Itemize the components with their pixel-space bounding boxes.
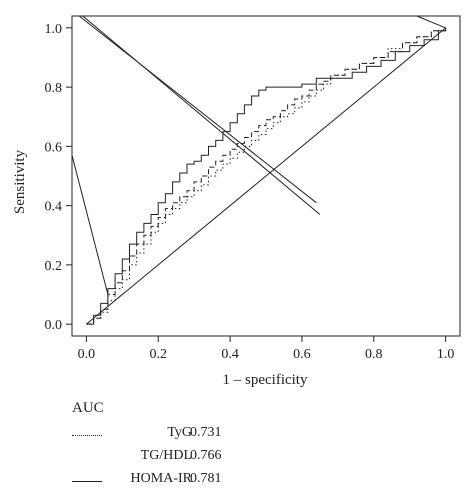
straight-line (71, 155, 109, 295)
legend-sample-homa-ir (72, 481, 102, 482)
straight-line (78, 15, 317, 204)
y-tick-label: 0.6 (45, 140, 63, 155)
legend-auc-tghdl: 0.766 (190, 448, 222, 463)
axes: 0.0 0.2 0.4 0.6 0.8 1.0 0.0 0.2 0.4 0.6 0.8 1.0 (45, 15, 461, 362)
series-lines (71, 15, 447, 325)
legend-auc-tyg: 0.731 (190, 425, 222, 440)
x-tick-label: 0.0 (78, 347, 96, 362)
y-tick-label: 0.2 (45, 259, 63, 274)
legend-auc-homa-ir: 0.781 (190, 471, 222, 486)
series-line-homa-ir (86, 27, 447, 325)
x-tick-label: 0.2 (149, 347, 167, 362)
straight-line (416, 15, 446, 29)
x-tick-label: 0.4 (221, 347, 239, 362)
roc-chart: 0.0 0.2 0.4 0.6 0.8 1.0 0.0 0.2 0.4 0.6 0.8 1.0 1 –… (12, 15, 461, 388)
y-tick-label: 0.0 (45, 318, 63, 333)
x-axis-title: 1 – specificity (223, 372, 308, 388)
legend-title: AUC (72, 400, 104, 416)
legend-name-tghdl: TG/HDL (140, 448, 192, 463)
legend-name-homa-ir: HOMA-IR (130, 471, 192, 486)
legend-item-tghdl: TG/HDL 0.766 (72, 448, 332, 468)
legend-name-tyg: TyG (167, 425, 192, 440)
x-tick-label: 1.0 (437, 347, 455, 362)
legend: AUC TyG 0.731 TG/HDL 0.766 HOMA-IR 0.781 (0, 390, 474, 501)
y-tick-label: 0.8 (45, 81, 63, 96)
reference-diagonal-line (86, 27, 446, 325)
y-tick-label: 0.4 (45, 200, 63, 215)
legend-sample-tyg (72, 435, 102, 436)
y-axis-title: Sensitivity (12, 149, 28, 214)
legend-item-tyg: TyG 0.731 (72, 425, 332, 445)
straight-line (82, 15, 321, 215)
y-tick-label: 1.0 (45, 22, 63, 37)
x-tick-label: 0.8 (365, 347, 383, 362)
x-tick-label: 0.6 (293, 347, 311, 362)
legend-item-homa-ir: HOMA-IR 0.781 (72, 471, 332, 491)
plot-frame (71, 15, 461, 337)
